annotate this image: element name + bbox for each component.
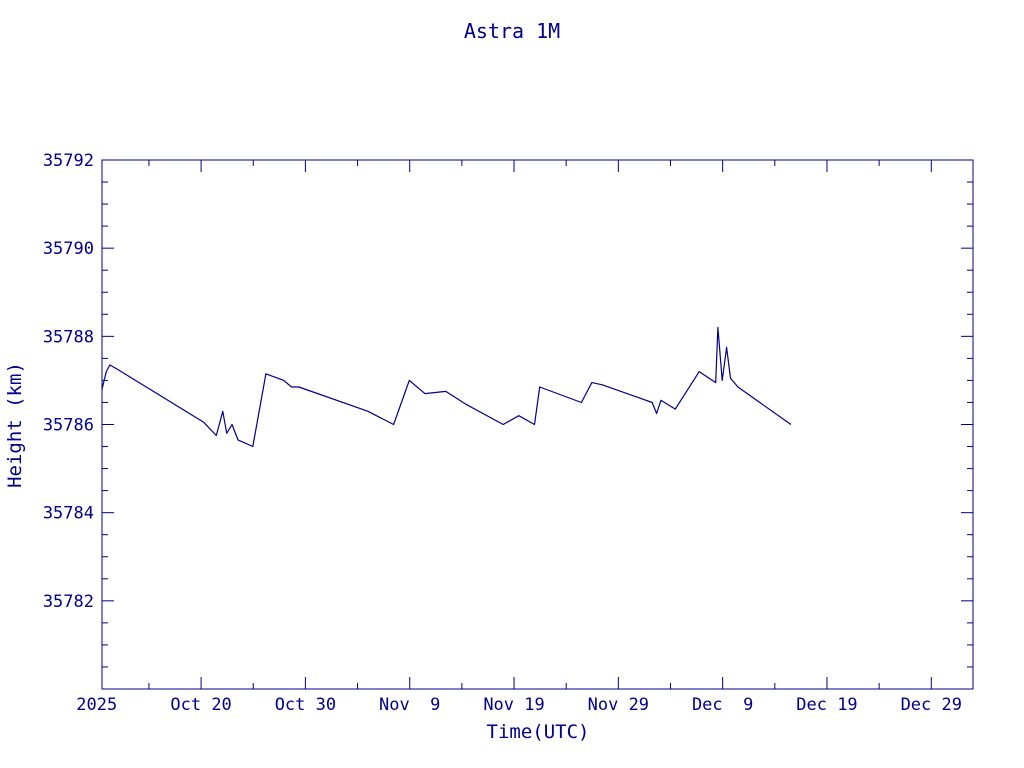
- y-tick-label: 35788: [43, 327, 94, 347]
- x-tick-label: Dec 19: [796, 695, 857, 715]
- x-tick-label: Oct 20: [170, 695, 231, 715]
- x-tick-label: Nov 9: [379, 695, 440, 715]
- y-axis: 35782 35784 35786 35788 35790 35792: [43, 151, 973, 690]
- x-axis-label: Time(UTC): [487, 721, 590, 743]
- plot-frame: [101, 159, 974, 690]
- x-tick-label: Dec 9: [692, 695, 753, 715]
- height-series-line: [101, 326, 792, 448]
- y-tick-label: 35782: [43, 592, 94, 612]
- y-tick-label: 35792: [43, 151, 94, 171]
- y-axis-label: Height (km): [4, 362, 26, 488]
- chart-title: Astra 1M: [464, 19, 560, 43]
- series-layer: [101, 326, 792, 448]
- x-tick-label: Oct 30: [275, 695, 336, 715]
- y-tick-label: 35786: [43, 416, 94, 436]
- x-axis: 2025 Oct 20 Oct 30 Nov 9 Nov 19 Nov 29 Dec 9 De…: [76, 160, 962, 715]
- x-tick-label: 2025: [76, 695, 117, 715]
- x-tick-label: Dec 29: [901, 695, 962, 715]
- x-tick-label: Nov 29: [588, 695, 649, 715]
- y-tick-label: 35784: [43, 504, 94, 524]
- y-tick-label: 35790: [43, 239, 94, 259]
- x-tick-label: Nov 19: [483, 695, 544, 715]
